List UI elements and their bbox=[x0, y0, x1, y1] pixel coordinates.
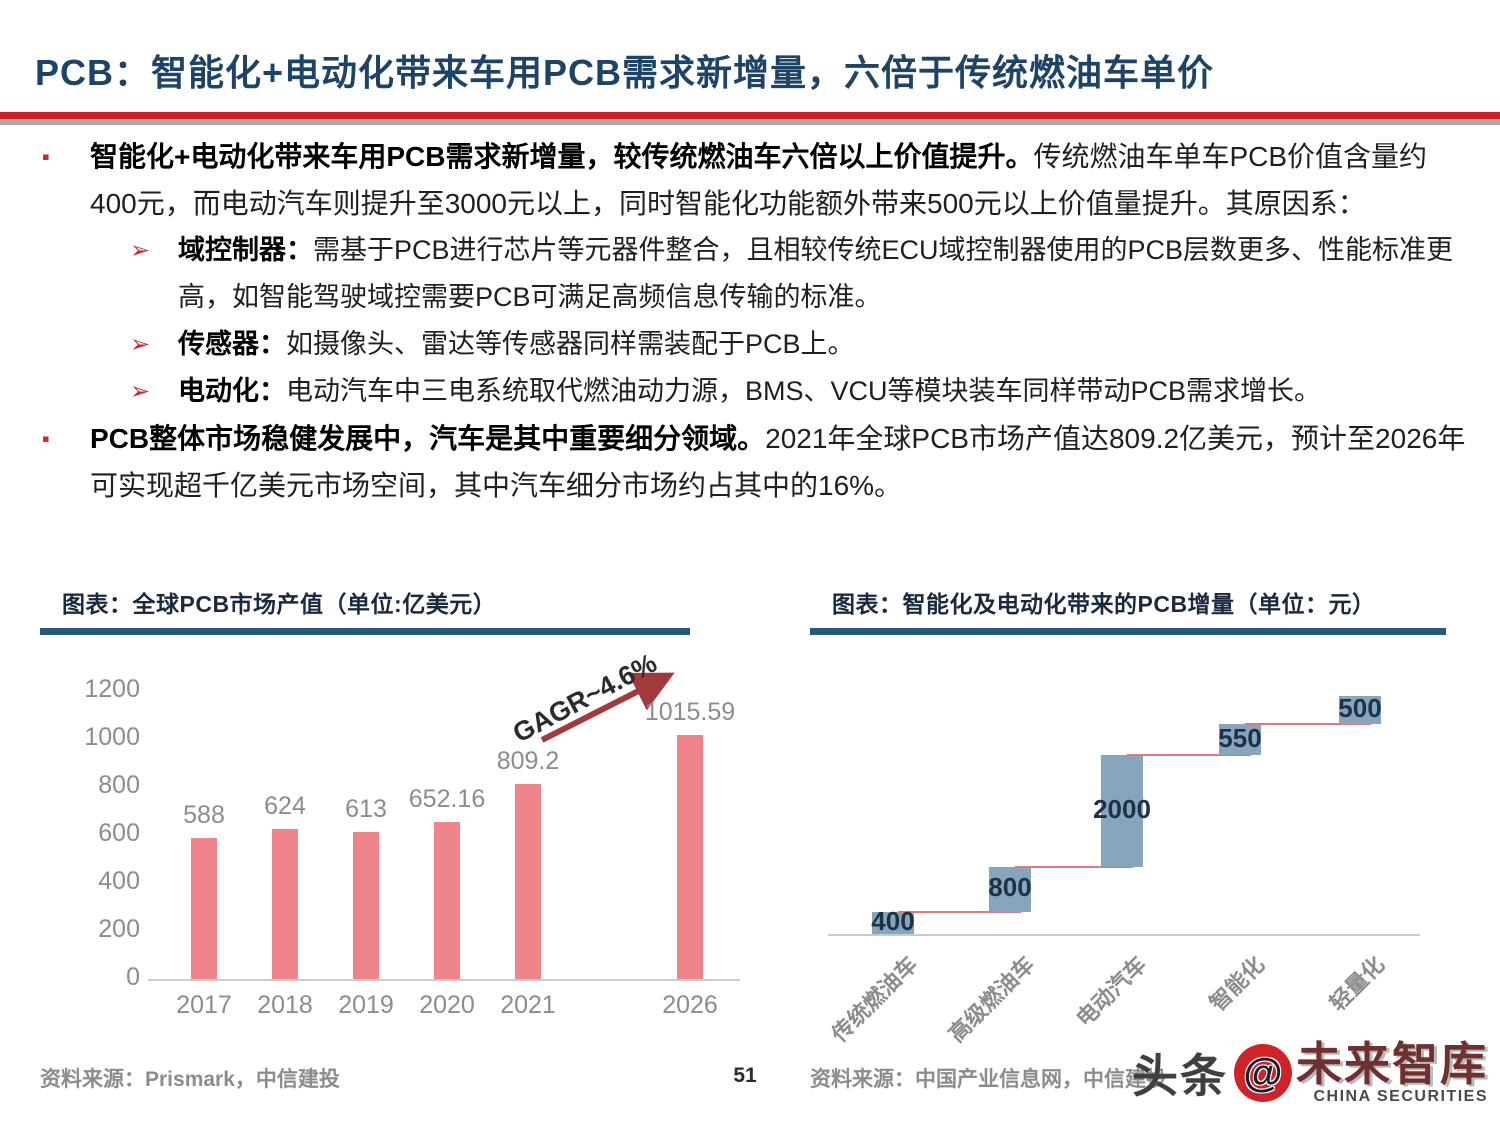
waterfall-bar bbox=[1101, 755, 1143, 867]
bullet-list: ▪ 智能化+电动化带来车用PCB需求新增量，较传统燃油车六倍以上价值提升。传统燃… bbox=[42, 133, 1472, 509]
logo-toutiao-text: 头条 bbox=[1132, 1050, 1228, 1102]
waterfall-bar bbox=[989, 866, 1031, 912]
arrow-bullet-icon: ➢ bbox=[130, 378, 151, 405]
title-rule-red bbox=[0, 112, 1500, 119]
bullet-item: ➢ 传感器：如摄像头、雷达等传感器同样需装配于PCB上。 bbox=[130, 321, 1472, 368]
bar bbox=[353, 831, 379, 979]
bullet-text: 传感器：如摄像头、雷达等传感器同样需装配于PCB上。 bbox=[178, 321, 1472, 368]
bar bbox=[434, 822, 460, 979]
gagr-arrow-icon bbox=[540, 672, 675, 743]
logo-brand-text: 未来智库 bbox=[1296, 1038, 1488, 1090]
bar-value-label: 800 bbox=[988, 872, 1032, 903]
bullet-text: 智能化+电动化带来车用PCB需求新增量，较传统燃油车六倍以上价值提升。传统燃油车… bbox=[90, 133, 1472, 227]
bar-value-label: 624 bbox=[264, 791, 306, 820]
x-axis-label: 2018 bbox=[257, 991, 313, 1019]
logo-subtitle: CHINA SECURITIES bbox=[1313, 1088, 1488, 1105]
bullet-bold-text: 电动化： bbox=[178, 376, 286, 406]
bullet-bold-text: 传感器： bbox=[178, 329, 286, 359]
bar bbox=[515, 784, 541, 979]
bar-value-label: 550 bbox=[1218, 722, 1262, 753]
bullet-plain-text: 2021年全球PCB市场产值达809.2亿美元，预计至2026年可实现超千亿美元… bbox=[90, 423, 1466, 501]
bullet-item: ▪ PCB整体市场稳健发展中，汽车是其中重要细分领域。2021年全球PCB市场产… bbox=[42, 415, 1472, 509]
bullet-plain-text: 如摄像头、雷达等传感器同样需装配于PCB上。 bbox=[286, 329, 855, 359]
left-chart-title: 图表：全球PCB市场产值（单位:亿美元） bbox=[62, 591, 497, 617]
y-tick-label: 1200 bbox=[84, 674, 140, 703]
bar-value-label: 500 bbox=[1338, 693, 1382, 724]
bar bbox=[191, 837, 217, 979]
brand-logo: 头条 @ 未来智库 CHINA SECURITIES bbox=[1132, 1040, 1488, 1106]
bullet-plain-text: 电动汽车中三电系统取代燃油动力源，BMS、VCU等模块装车同样带动PCB需求增长… bbox=[286, 376, 1322, 406]
arrow-bullet-icon: ➢ bbox=[130, 331, 151, 358]
right-chart-header: 图表：智能化及电动化带来的PCB增量（单位：元） bbox=[810, 585, 1446, 635]
left-chart-title-underline bbox=[40, 628, 690, 635]
bar-value-label: 588 bbox=[183, 800, 225, 829]
bullet-text: 域控制器：需基于PCB进行芯片等元器件整合，且相较传统ECU域控制器使用的PCB… bbox=[178, 227, 1472, 321]
connector-line bbox=[1127, 754, 1251, 757]
title-rule-shadow bbox=[0, 119, 1500, 125]
y-tick-label: 1000 bbox=[84, 722, 140, 751]
connector-line bbox=[1015, 865, 1133, 868]
bullet-plain-text: 传统燃油车单车PCB价值含量约400元，而电动汽车则提升至3000元以上，同时智… bbox=[90, 141, 1428, 219]
x-axis-label: 2021 bbox=[500, 991, 556, 1019]
bullet-square-icon: ▪ bbox=[42, 426, 50, 451]
bullet-bold-text: 智能化+电动化带来车用PCB需求新增量，较传统燃油车六倍以上价值提升。 bbox=[90, 141, 1034, 172]
bar-value-label: 2000 bbox=[1093, 794, 1151, 825]
bullet-item: ▪ 智能化+电动化带来车用PCB需求新增量，较传统燃油车六倍以上价值提升。传统燃… bbox=[42, 133, 1472, 227]
bar-value-label: 809.2 bbox=[496, 747, 560, 776]
y-tick-label: 400 bbox=[98, 866, 140, 895]
footer-source-left: 资料来源：Prismark，中信建投 bbox=[40, 1068, 340, 1091]
logo-at-glyph: @ bbox=[1243, 1050, 1283, 1095]
bullet-item: ➢ 域控制器：需基于PCB进行芯片等元器件整合，且相较传统ECU域控制器使用的P… bbox=[130, 227, 1472, 321]
logo-seal-icon: @ bbox=[1234, 1044, 1292, 1102]
bar bbox=[677, 734, 703, 979]
waterfall-bar bbox=[1219, 724, 1261, 756]
connector-line bbox=[1245, 723, 1371, 726]
y-tick-label: 800 bbox=[98, 770, 140, 799]
bar bbox=[272, 828, 298, 979]
right-chart-title-underline bbox=[810, 628, 1446, 635]
logo-text-block: 未来智库 CHINA SECURITIES bbox=[1296, 1040, 1488, 1106]
x-axis-label: 2020 bbox=[419, 991, 475, 1019]
bullet-bold-text: 域控制器： bbox=[178, 235, 313, 265]
bullet-text: PCB整体市场稳健发展中，汽车是其中重要细分领域。2021年全球PCB市场产值达… bbox=[90, 415, 1472, 509]
x-axis-line bbox=[148, 979, 740, 981]
bar-value-label: 400 bbox=[871, 905, 915, 936]
bullet-item: ➢ 电动化：电动汽车中三电系统取代燃油动力源，BMS、VCU等模块装车同样带动P… bbox=[130, 368, 1472, 415]
waterfall-bar bbox=[872, 911, 914, 934]
x-axis-label: 2017 bbox=[176, 991, 232, 1019]
arrow-bullet-icon: ➢ bbox=[130, 237, 151, 264]
right-chart-title: 图表：智能化及电动化带来的PCB增量（单位：元） bbox=[832, 591, 1376, 617]
y-tick-label: 0 bbox=[126, 963, 140, 991]
bullet-square-icon: ▪ bbox=[42, 144, 50, 169]
pcb-market-bar-chart: GAGR~4.6% 0 200 400 600 800 1000 1200 588 2017 62… bbox=[40, 648, 780, 1040]
bar-value-label: 1015.59 bbox=[644, 697, 736, 726]
y-tick-label: 600 bbox=[98, 818, 140, 847]
bullet-plain-text: 需基于PCB进行芯片等元器件整合，且相较传统ECU域控制器使用的PCB层数更多、… bbox=[178, 235, 1454, 312]
left-chart-header: 图表：全球PCB市场产值（单位:亿美元） bbox=[40, 585, 690, 635]
page-title: PCB：智能化+电动化带来车用PCB需求新增量，六倍于传统燃油车单价 bbox=[35, 52, 1215, 93]
connector-line bbox=[898, 910, 1021, 913]
pcb-increment-waterfall-chart: 400 传统燃油车 800 高级燃油车 2000 电动汽车 550 智能化 500 轻量化 bbox=[810, 650, 1500, 1120]
x-axis-line bbox=[828, 934, 1420, 936]
bar-value-label: 652.16 bbox=[408, 785, 486, 814]
bullet-text: 电动化：电动汽车中三电系统取代燃油动力源，BMS、VCU等模块装车同样带动PCB… bbox=[178, 368, 1472, 415]
waterfall-bar bbox=[1339, 696, 1381, 725]
y-tick-label: 200 bbox=[98, 914, 140, 943]
bullet-bold-text: PCB整体市场稳健发展中，汽车是其中重要细分领域。 bbox=[90, 423, 766, 454]
bar-value-label: 613 bbox=[345, 794, 387, 823]
footer-source-right: 资料来源：中国产业信息网，中信建投 bbox=[810, 1068, 1167, 1091]
x-axis-label: 2026 bbox=[662, 991, 718, 1019]
x-axis-label: 2019 bbox=[338, 991, 394, 1019]
page-number: 51 bbox=[733, 1064, 757, 1087]
